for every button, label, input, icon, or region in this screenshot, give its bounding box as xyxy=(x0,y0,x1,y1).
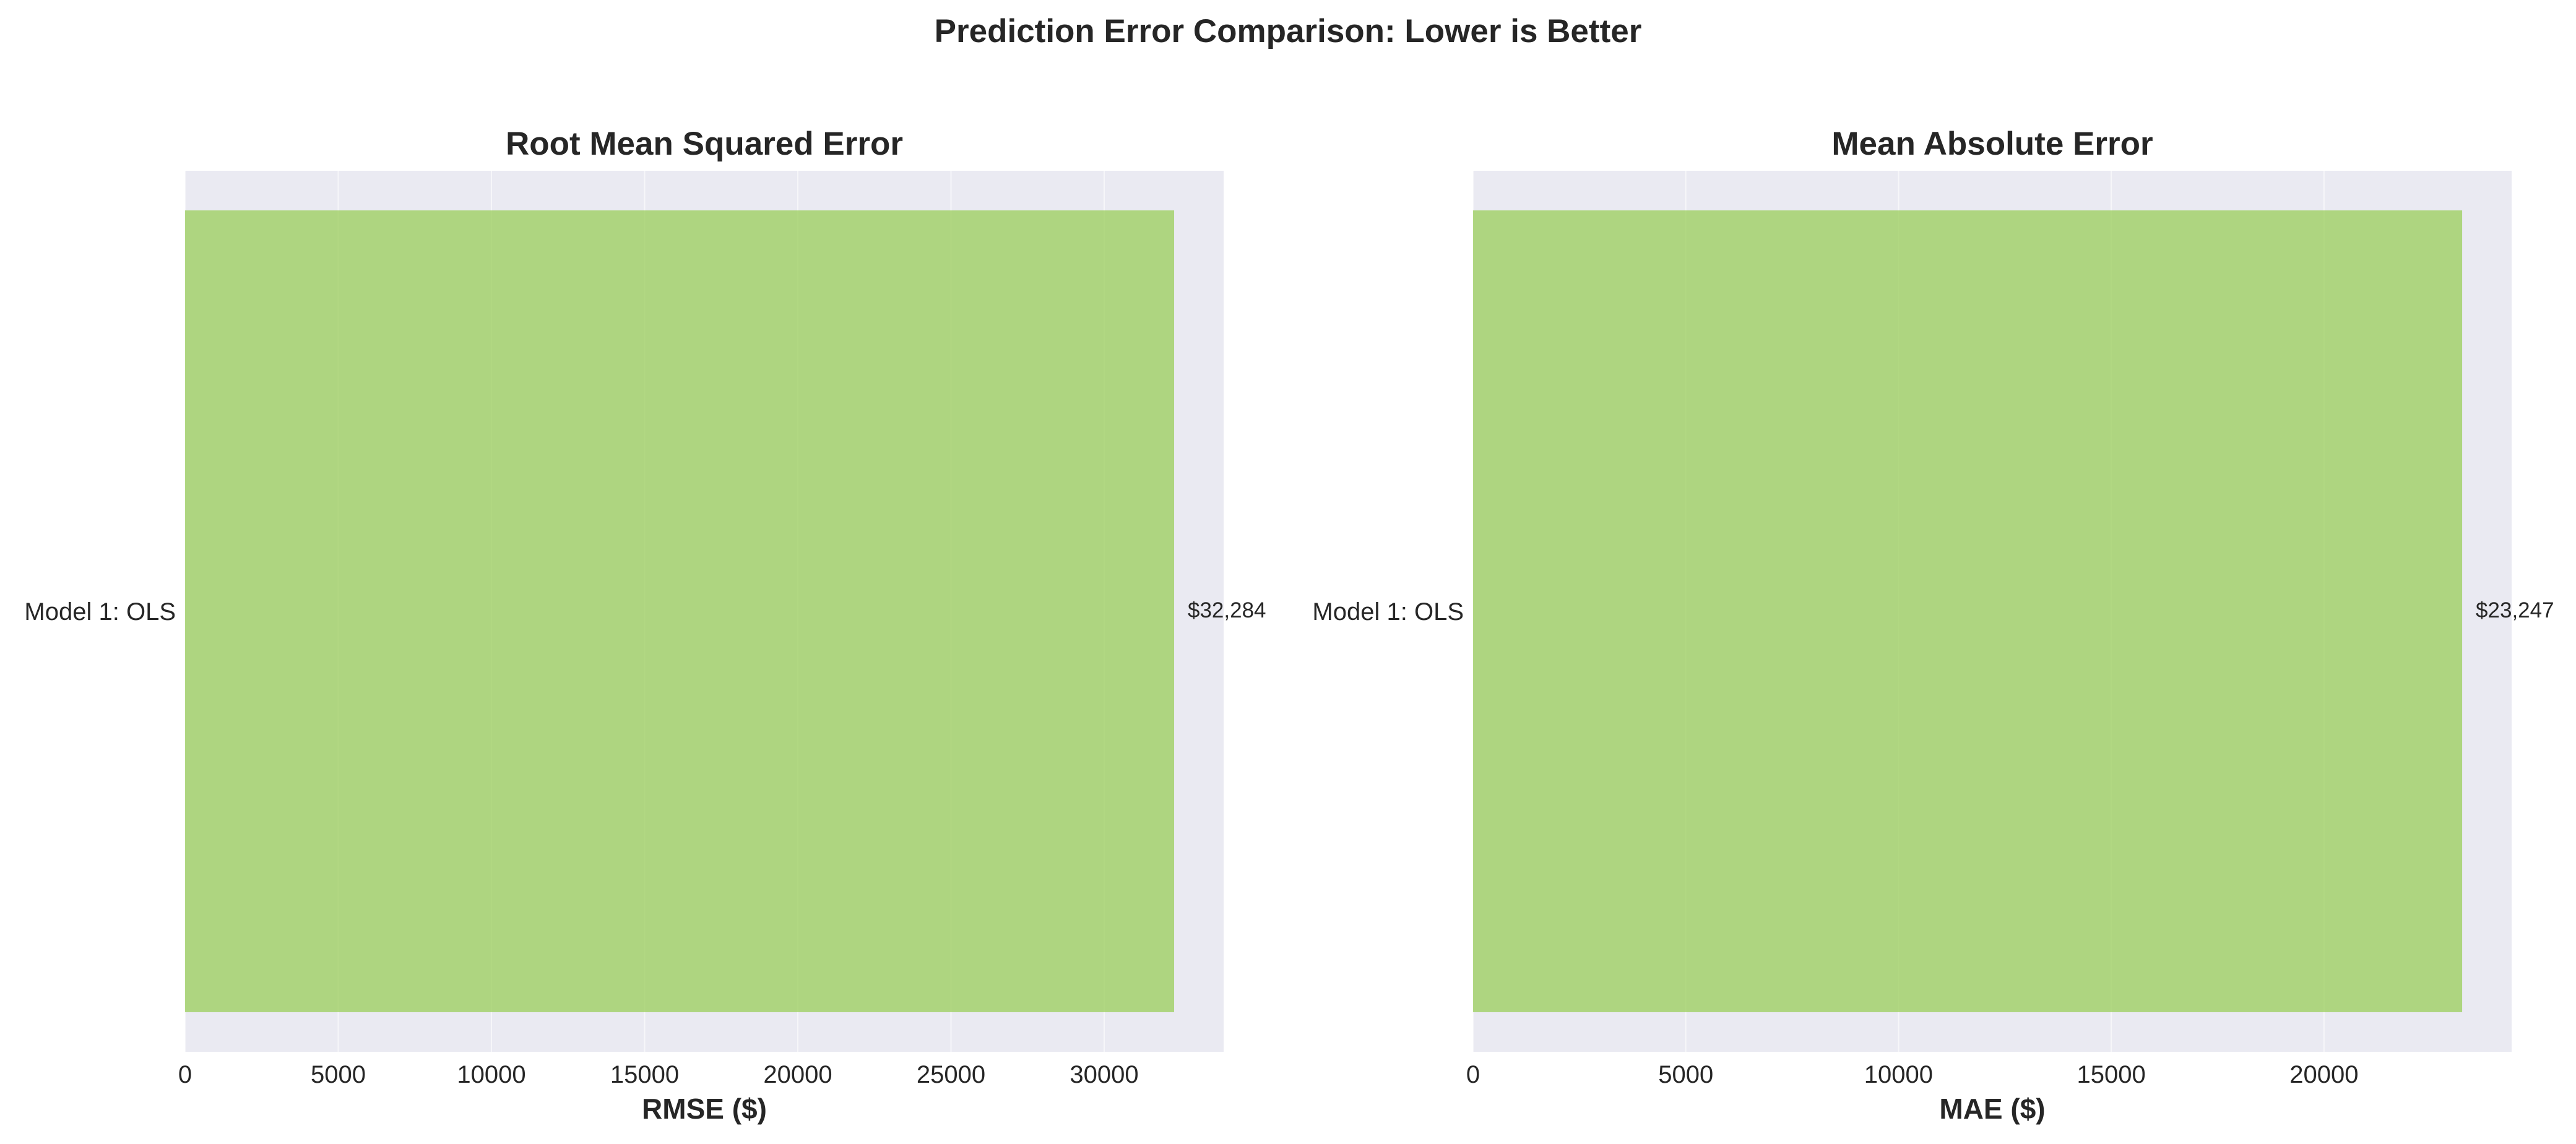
mae-panel-title: Mean Absolute Error xyxy=(1831,126,2153,162)
rmse-category-label: Model 1: OLS xyxy=(24,598,176,626)
rmse-value-label: $32,284 xyxy=(1188,598,1266,622)
rmse-panel: Root Mean Squared Error RMSE ($) Model 1… xyxy=(24,126,1266,1125)
rmse-x-tick-label: 20000 xyxy=(763,1061,832,1088)
mae-x-tick-label: 0 xyxy=(1466,1061,1480,1088)
rmse-x-tick-label: 30000 xyxy=(1070,1061,1138,1088)
mae-bar xyxy=(1473,210,2463,1012)
mae-x-axis-label: MAE ($) xyxy=(1939,1093,2045,1125)
mae-x-tick-label: 15000 xyxy=(2077,1061,2146,1088)
rmse-x-axis-label: RMSE ($) xyxy=(642,1093,767,1125)
rmse-x-tick-label: 25000 xyxy=(917,1061,985,1088)
rmse-x-tick-label: 15000 xyxy=(610,1061,679,1088)
rmse-x-tick-label: 5000 xyxy=(311,1061,366,1088)
mae-x-tick-label: 10000 xyxy=(1864,1061,1933,1088)
figure-title: Prediction Error Comparison: Lower is Be… xyxy=(935,13,1642,49)
mae-panel: Mean Absolute Error MAE ($) Model 1: OLS… xyxy=(1312,126,2554,1125)
mae-category-label: Model 1: OLS xyxy=(1312,598,1464,626)
mae-x-tick-label: 5000 xyxy=(1658,1061,1713,1088)
rmse-bar xyxy=(185,210,1175,1012)
mae-value-label: $23,247 xyxy=(2476,598,2554,622)
mae-x-tick-label: 20000 xyxy=(2289,1061,2358,1088)
rmse-panel-title: Root Mean Squared Error xyxy=(506,126,903,162)
rmse-x-tick-label: 0 xyxy=(178,1061,192,1088)
rmse-x-tick-label: 10000 xyxy=(457,1061,525,1088)
